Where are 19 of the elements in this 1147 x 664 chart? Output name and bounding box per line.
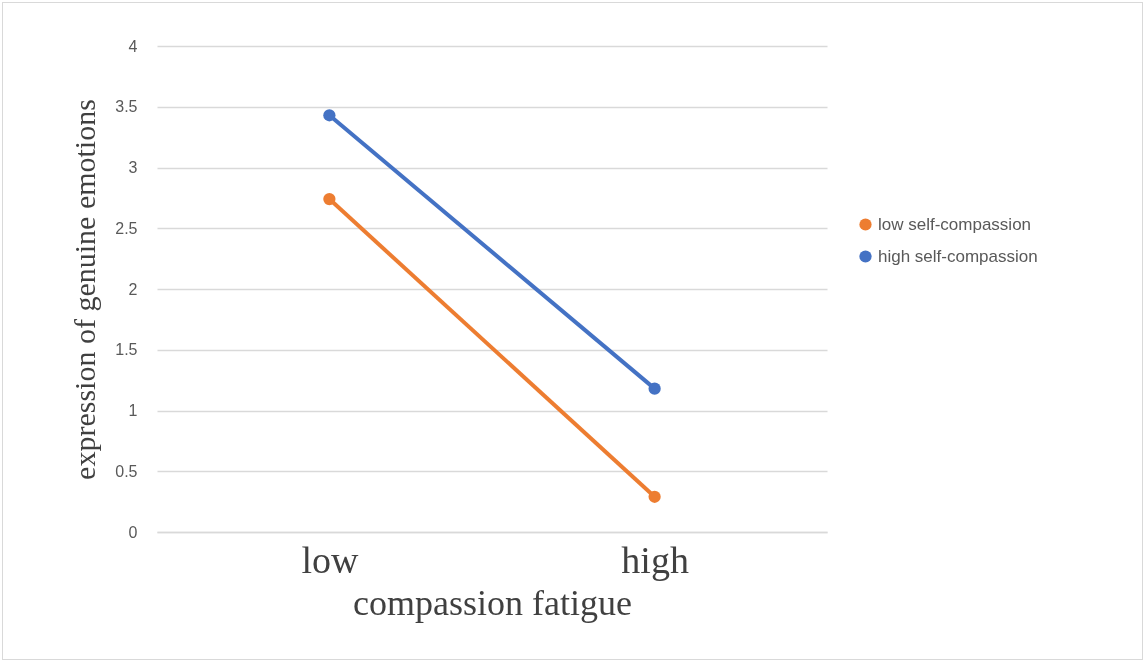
point <box>648 382 661 395</box>
x-axis-title: compassion fatigue <box>353 582 632 623</box>
y-tick-label: 2.5 <box>115 219 138 237</box>
legend-label: high self-compassion <box>878 246 1038 266</box>
point <box>323 109 336 122</box>
y-tick-label: 1.5 <box>115 341 138 359</box>
y-axis-title: expression of genuine emotions <box>68 99 102 480</box>
y-tick-label: 2 <box>128 280 138 298</box>
x-tick-label: low <box>301 538 359 581</box>
y-tick-label: 0 <box>128 523 138 541</box>
y-tick-label: 4 <box>128 37 138 55</box>
point <box>323 192 336 206</box>
x-tick-label: high <box>621 538 689 581</box>
y-tick-label: 3.5 <box>115 98 138 116</box>
point <box>648 490 661 503</box>
y-tick-label: 0.5 <box>115 462 138 480</box>
y-tick-label: 3 <box>128 159 138 176</box>
y-tick-label: 1 <box>128 402 138 419</box>
legend-label: low self-compassion <box>878 214 1032 234</box>
